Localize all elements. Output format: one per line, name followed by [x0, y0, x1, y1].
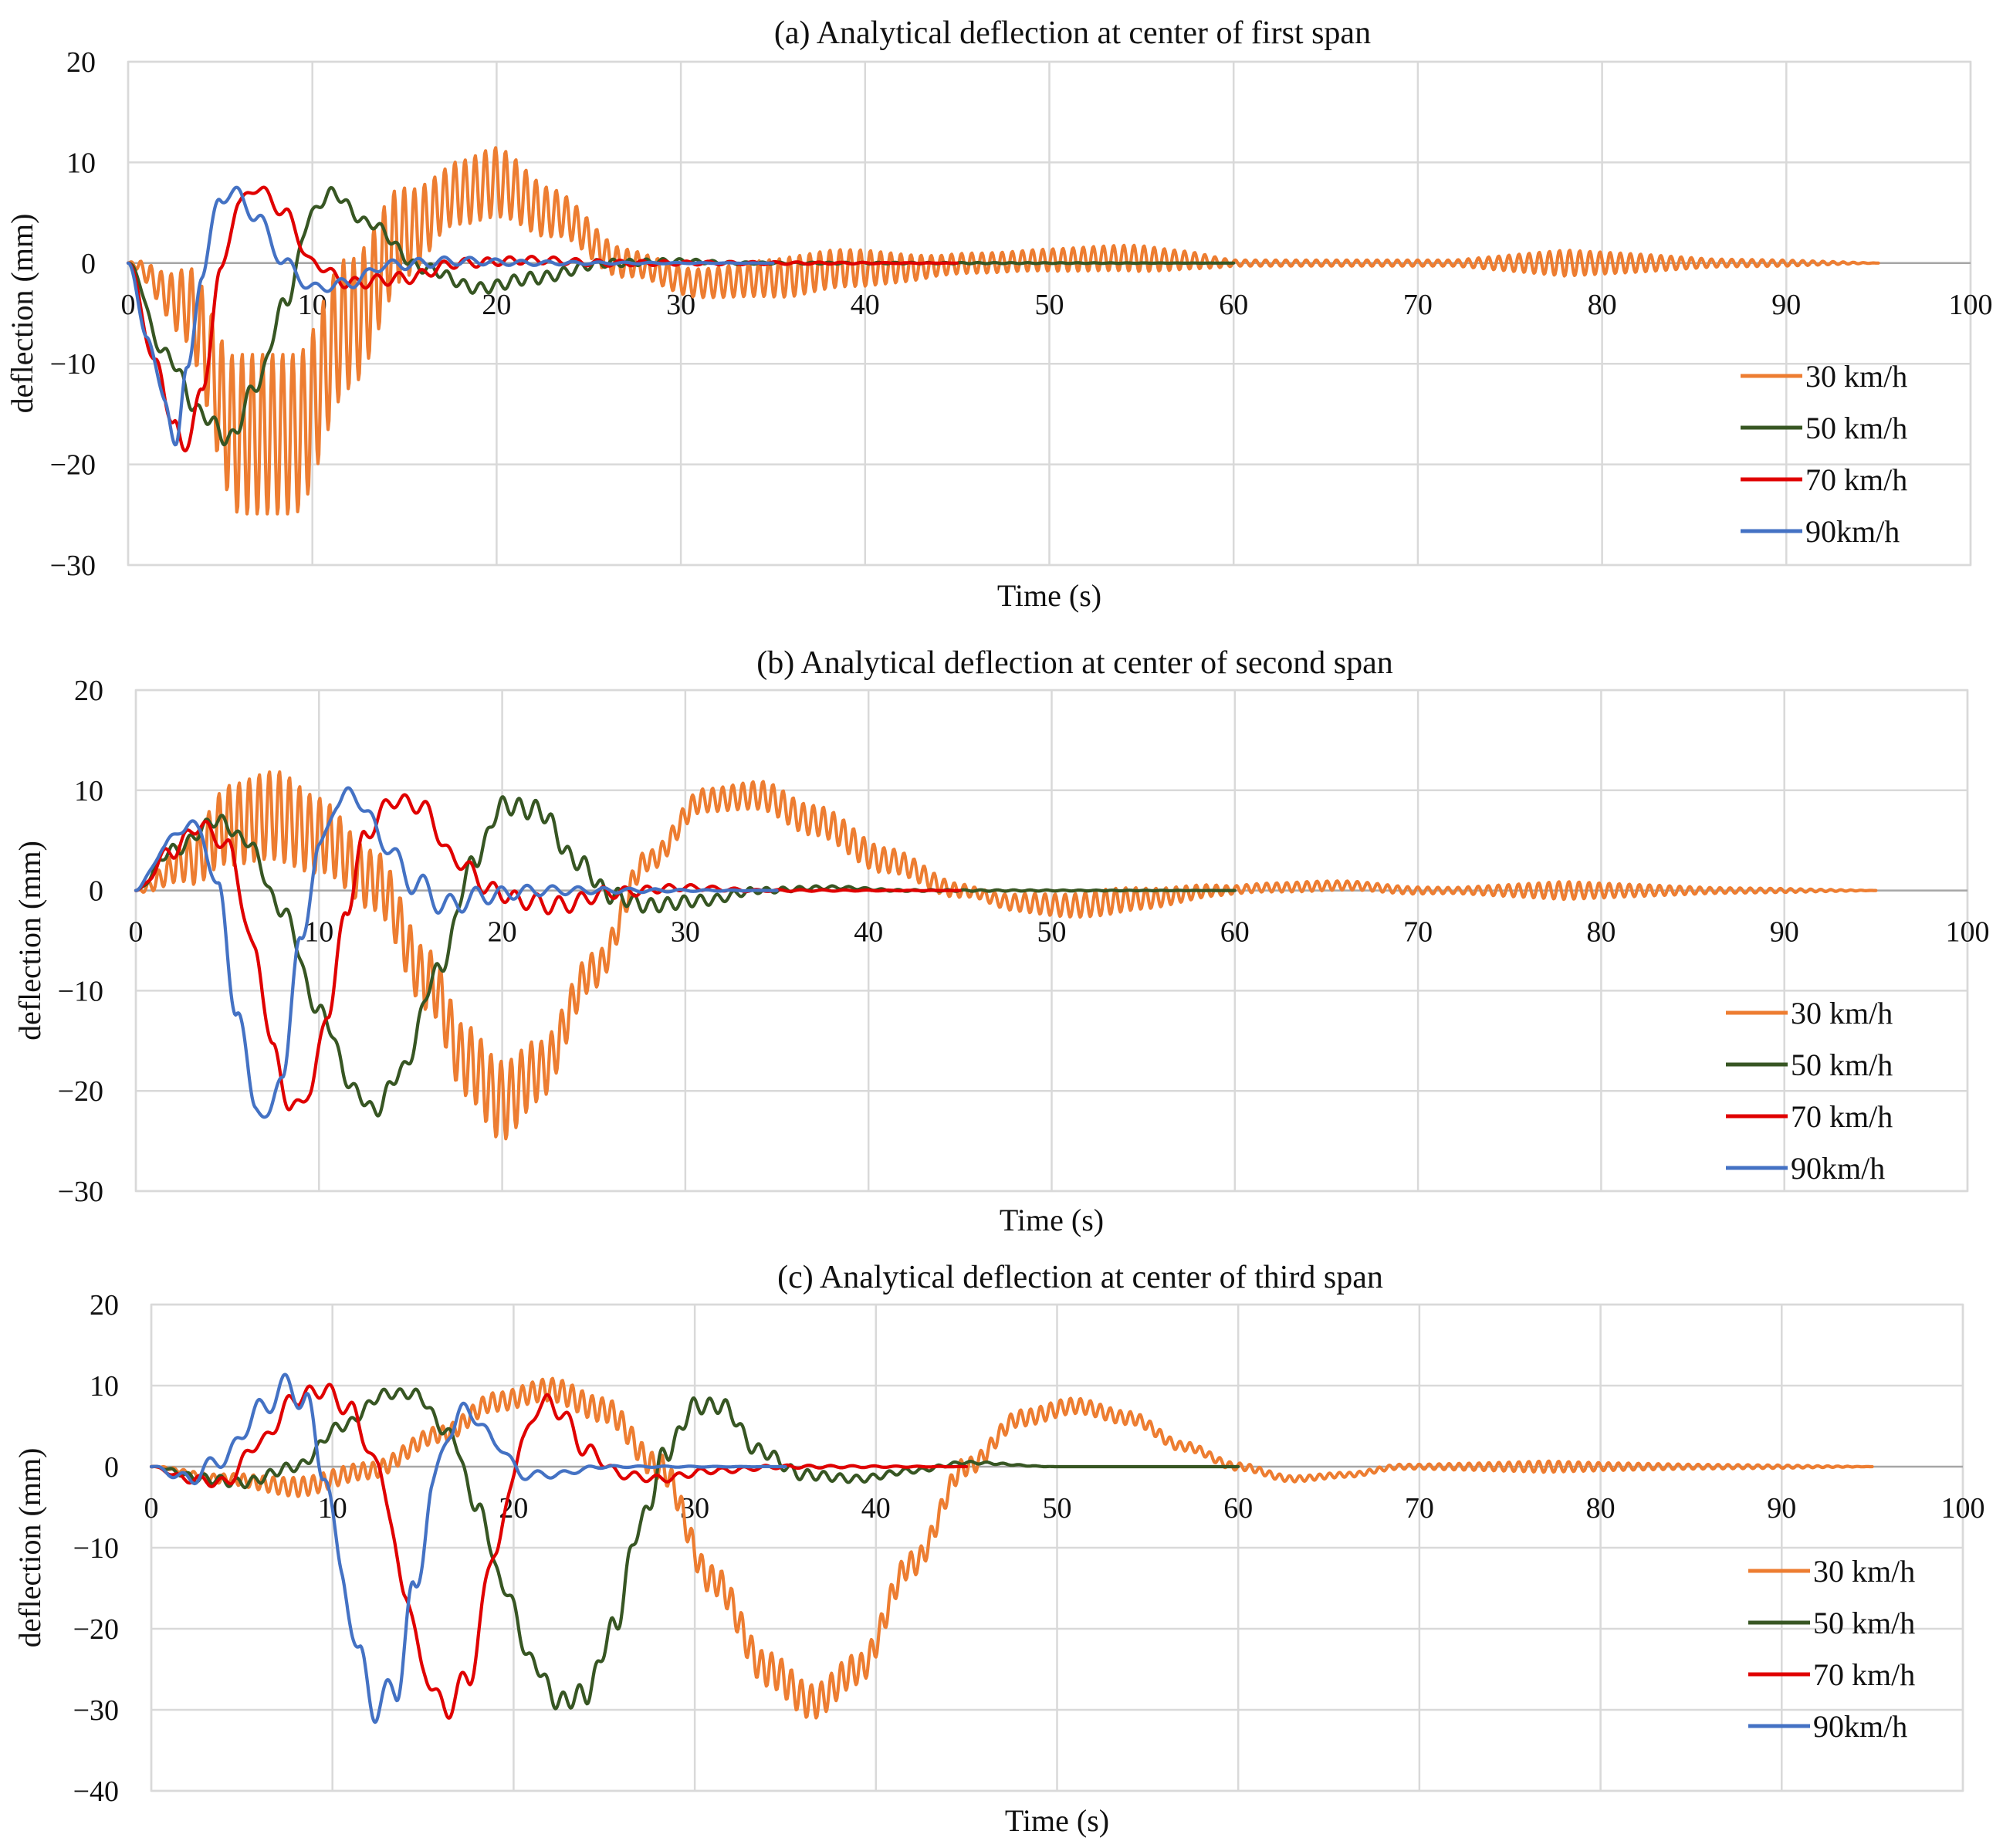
y-tick-label: −10 [73, 1532, 119, 1565]
chart-title: (b) Analytical deflection at center of s… [756, 645, 1393, 681]
series-line-50-km-h [149, 1387, 1240, 1711]
legend-label: 90km/h [1813, 1709, 1907, 1744]
series-line-30-km-h [149, 1376, 1874, 1720]
y-tick-label: −40 [73, 1775, 119, 1808]
plot-frame [134, 689, 1969, 1193]
x-tick-label: 50 [1035, 289, 1064, 321]
x-tick-label: 0 [121, 289, 136, 321]
y-tick-label: 20 [90, 1289, 119, 1322]
y-tick-label: −30 [73, 1694, 119, 1727]
plot-frame [127, 60, 1972, 567]
x-tick-label: 50 [1043, 1492, 1072, 1525]
x-tick-label: 100 [1949, 289, 1993, 321]
x-tick-label: 40 [851, 289, 880, 321]
legend-label: 90km/h [1791, 1151, 1885, 1186]
x-tick-label: 60 [1220, 916, 1250, 949]
x-tick-label: 80 [1586, 1492, 1616, 1525]
series-line-50-km-h [126, 186, 1236, 447]
y-axis-label: deflection (mm) [12, 1448, 47, 1648]
series-line-30-km-h [126, 146, 1880, 516]
y-tick-label: 10 [90, 1370, 119, 1403]
y-tick-label: 0 [81, 248, 96, 280]
y-axis-label: deflection (mm) [5, 214, 39, 414]
legend-label: 30 km/h [1813, 1554, 1915, 1589]
chart-title: (c) Analytical deflection at center of t… [777, 1260, 1383, 1295]
x-tick-label: 50 [1037, 916, 1067, 949]
y-tick-label: 10 [74, 775, 103, 807]
x-tick-label: 90 [1767, 1492, 1796, 1525]
x-tick-label: 70 [1403, 289, 1433, 321]
legend-label: 30 km/h [1805, 359, 1907, 394]
y-tick-label: −20 [73, 1613, 119, 1646]
series-line-70-km-h [149, 1383, 969, 1720]
legend-label: 50 km/h [1791, 1048, 1893, 1082]
chart-title: (a) Analytical deflection at center of f… [774, 15, 1371, 51]
chart-panel-c: (c) Analytical deflection at center of t… [12, 1260, 1985, 1838]
x-tick-label: 80 [1586, 916, 1616, 949]
x-tick-label: 80 [1588, 289, 1617, 321]
y-tick-label: −10 [50, 348, 96, 381]
legend-label: 50 km/h [1805, 411, 1907, 445]
legend-label: 90km/h [1805, 514, 1900, 549]
y-tick-label: −30 [58, 1176, 103, 1208]
y-tick-label: 20 [74, 675, 103, 707]
x-tick-label: 20 [488, 916, 517, 949]
x-tick-label: 90 [1771, 289, 1801, 321]
x-tick-label: 60 [1219, 289, 1248, 321]
series-line-90km-h [149, 1372, 787, 1724]
x-tick-label: 100 [1941, 1492, 1985, 1525]
x-tick-label: 0 [144, 1492, 159, 1525]
y-tick-label: −30 [50, 550, 96, 582]
x-axis-label: Time (s) [997, 578, 1101, 613]
x-tick-label: 90 [1770, 916, 1799, 949]
x-tick-label: 20 [482, 289, 511, 321]
x-tick-label: 40 [861, 1492, 891, 1525]
chart-panel-b: (b) Analytical deflection at center of s… [12, 645, 1990, 1237]
x-axis-label: Time (s) [1000, 1203, 1104, 1237]
x-tick-label: 10 [304, 916, 333, 949]
x-tick-label: 60 [1223, 1492, 1253, 1525]
x-tick-label: 0 [129, 916, 144, 949]
x-axis-label: Time (s) [1005, 1803, 1109, 1838]
series-line-30-km-h [134, 770, 1878, 1141]
y-tick-label: 0 [89, 875, 103, 908]
series-line-90km-h [134, 786, 779, 1119]
legend-label: 50 km/h [1813, 1606, 1915, 1640]
y-tick-label: −20 [58, 1075, 103, 1108]
legend-label: 70 km/h [1813, 1657, 1915, 1692]
legend-label: 70 km/h [1805, 462, 1907, 497]
y-tick-label: 0 [104, 1451, 119, 1484]
legend-label: 30 km/h [1791, 996, 1893, 1031]
x-tick-label: 40 [854, 916, 883, 949]
x-tick-label: 30 [671, 916, 700, 949]
y-axis-label: deflection (mm) [12, 841, 47, 1041]
y-tick-label: −10 [58, 975, 103, 1007]
series-line-50-km-h [134, 795, 1237, 1118]
series-line-70-km-h [134, 793, 962, 1112]
y-tick-label: −20 [50, 449, 96, 482]
chart-panel-a: (a) Analytical deflection at center of f… [5, 15, 1993, 613]
plot-frame [150, 1303, 1964, 1792]
x-tick-label: 70 [1405, 1492, 1434, 1525]
x-tick-label: 100 [1946, 916, 1990, 949]
y-tick-label: 20 [66, 46, 96, 79]
x-tick-label: 70 [1403, 916, 1433, 949]
legend-label: 70 km/h [1791, 1099, 1893, 1134]
y-tick-label: 10 [66, 147, 96, 179]
series-line-90km-h [126, 185, 775, 447]
